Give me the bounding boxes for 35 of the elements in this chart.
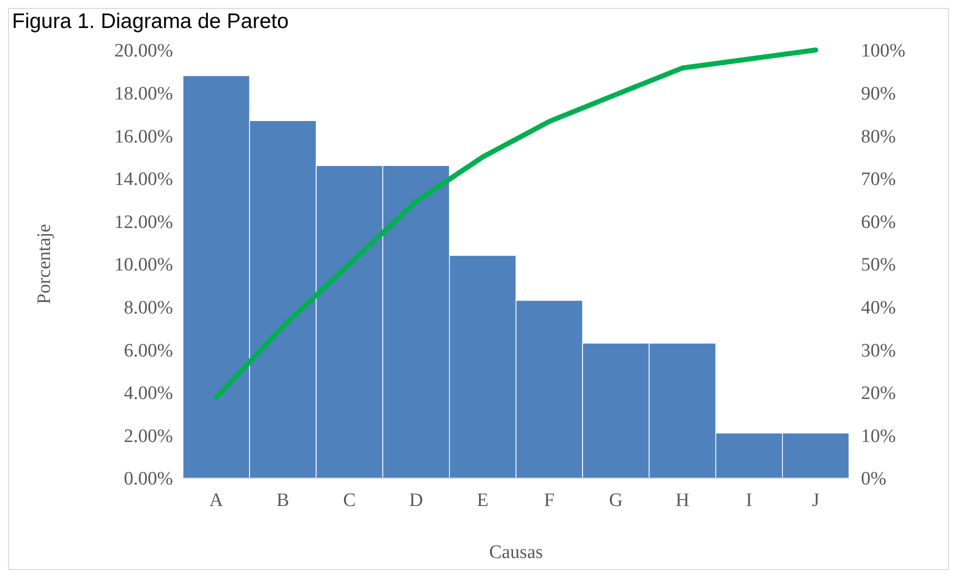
y2-tick-label: 60% (861, 212, 896, 233)
y-tick-label: 2.00% (124, 426, 174, 447)
y-tick-label: 12.00% (114, 212, 174, 233)
y2-tick-label: 20% (861, 383, 896, 404)
y-tick-label: 4.00% (124, 383, 174, 404)
x-tick-label: C (343, 490, 356, 511)
y-tick-label: 18.00% (114, 83, 174, 104)
y2-tick-label: 50% (861, 254, 896, 276)
x-tick-label: F (544, 490, 555, 511)
x-tick-label: B (276, 490, 290, 511)
y2-tick-label: 10% (861, 426, 896, 447)
y-tick-label: 20.00% (114, 40, 174, 62)
x-axis-title: Causas (489, 542, 543, 563)
x-tick-label: E (476, 490, 489, 511)
y-tick-label: 10.00% (114, 254, 174, 276)
y2-tick-label: 70% (861, 169, 896, 190)
y-axis-title: Porcentaje (34, 224, 55, 304)
y-tick-label: 6.00% (124, 340, 174, 362)
y-tick-label: 16.00% (114, 126, 174, 148)
chart-title: Figura 1. Diagrama de Pareto (12, 10, 289, 33)
y2-tick-label: 40% (861, 297, 896, 318)
y-tick-label: 14.00% (114, 169, 174, 190)
x-tick-label: I (746, 490, 752, 511)
y2-tick-label: 100% (861, 40, 906, 62)
y2-tick-label: 30% (861, 340, 896, 362)
y-tick-label: 8.00% (124, 297, 174, 318)
x-tick-label: G (609, 490, 624, 511)
y2-tick-label: 80% (861, 126, 896, 148)
y2-tick-label: 0% (861, 468, 886, 490)
x-tick-label: D (409, 490, 423, 511)
y-tick-label: 0.00% (124, 468, 174, 490)
x-tick-label: A (209, 490, 224, 511)
x-tick-label: J (812, 490, 820, 511)
x-tick-label: H (676, 490, 690, 511)
y2-tick-label: 90% (861, 83, 896, 104)
